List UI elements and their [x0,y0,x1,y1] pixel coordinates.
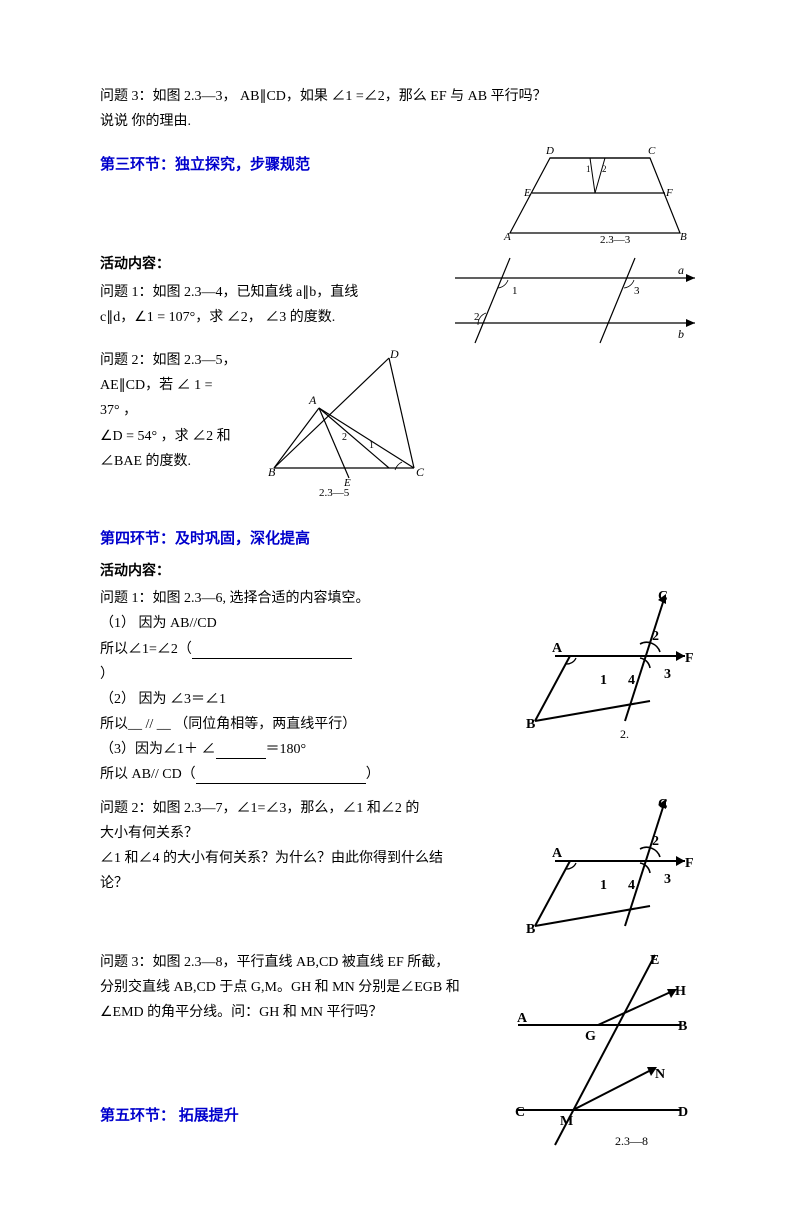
label-A: A [308,393,317,407]
fig5-caption: 2.3—5 [319,487,350,498]
label-C: C [658,797,668,812]
label-3: 3 [634,285,640,297]
fig6-caption: 2. [620,727,629,741]
label-A: A [517,1011,528,1026]
label-D: D [678,1105,688,1120]
label-1: 1 [600,878,607,893]
figure-2-3-5: B C D A E 2 1 2.3—5 [254,348,444,498]
blank-2[interactable] [216,742,266,759]
label-E: E [650,953,659,968]
figure-2-3-3: A B C D E F 1 2 2.3—3 [490,138,700,248]
label-A: A [503,231,511,243]
label-B: B [678,1019,687,1034]
label-D: D [389,348,399,361]
figure-2-3-7: A F B C 1 2 3 4 [520,796,700,936]
label-M: M [560,1114,573,1129]
label-C: C [416,465,425,479]
label-2: 2 [652,834,659,849]
blank-1[interactable] [192,642,352,659]
label-4: 4 [628,878,635,893]
q1-l7b-text: ＝180° [266,742,307,757]
label-1: 1 [600,673,607,688]
figure-2-3-8: A B C D E G H M N 2.3—8 [500,950,700,1150]
label-2: 2 [602,164,607,174]
label-2: 2 [652,629,659,644]
sec4-activity: 活动内容： [100,559,700,584]
label-B: B [268,465,276,479]
label-a: a [678,263,684,277]
figure-2-3-4: a b 1 2 3 [450,248,700,348]
fig8-caption: 2.3—8 [615,1134,648,1148]
label-1: 1 [369,440,374,451]
label-C: C [515,1105,525,1120]
label-1: 1 [512,285,518,297]
label-3: 3 [664,667,671,682]
label-H: H [675,984,686,999]
label-B: B [680,231,687,243]
label-G: G [585,1029,596,1044]
p3-text2: 说说 你的理由. [100,109,700,134]
label-C: C [658,589,668,604]
label-B: B [526,922,535,936]
label-2: 2 [342,432,347,443]
label-C: C [648,145,656,157]
label-N: N [655,1067,665,1082]
label-E: E [523,187,531,199]
q1-l7-text: （3）因为∠1＋ ∠ [100,742,216,757]
label-1: 1 [586,164,591,174]
label-3: 3 [664,872,671,887]
blank-3[interactable] [196,767,366,784]
sec4-q1-l8: 所以 AB// CD（ ） [100,762,700,787]
q1-l3-text: 所以∠1=∠2（ [100,642,192,657]
p3-text1: 问题 3：如图 2.3—3， AB∥CD，如果 ∠1 =∠2，那么 EF 与 A… [100,84,700,109]
problem-3-intro: 问题 3：如图 2.3—3， AB∥CD，如果 ∠1 =∠2，那么 EF 与 A… [100,84,700,134]
q1-l8b-text: ） [366,767,380,782]
label-F: F [685,856,694,871]
section-4-heading: 第四环节：及时巩固，深化提高 [100,526,700,553]
label-F: F [685,651,694,666]
label-b: b [678,327,684,341]
label-4: 4 [628,673,635,688]
label-A: A [552,641,563,656]
fig3-caption: 2.3—3 [600,234,631,246]
label-B: B [526,717,535,732]
figure-2-3-6: A F B C 1 2 3 4 2. [520,586,700,741]
label-A: A [552,846,563,861]
label-F: F [665,187,673,199]
label-D: D [545,145,554,157]
q1-l8-text: 所以 AB// CD（ [100,767,196,782]
